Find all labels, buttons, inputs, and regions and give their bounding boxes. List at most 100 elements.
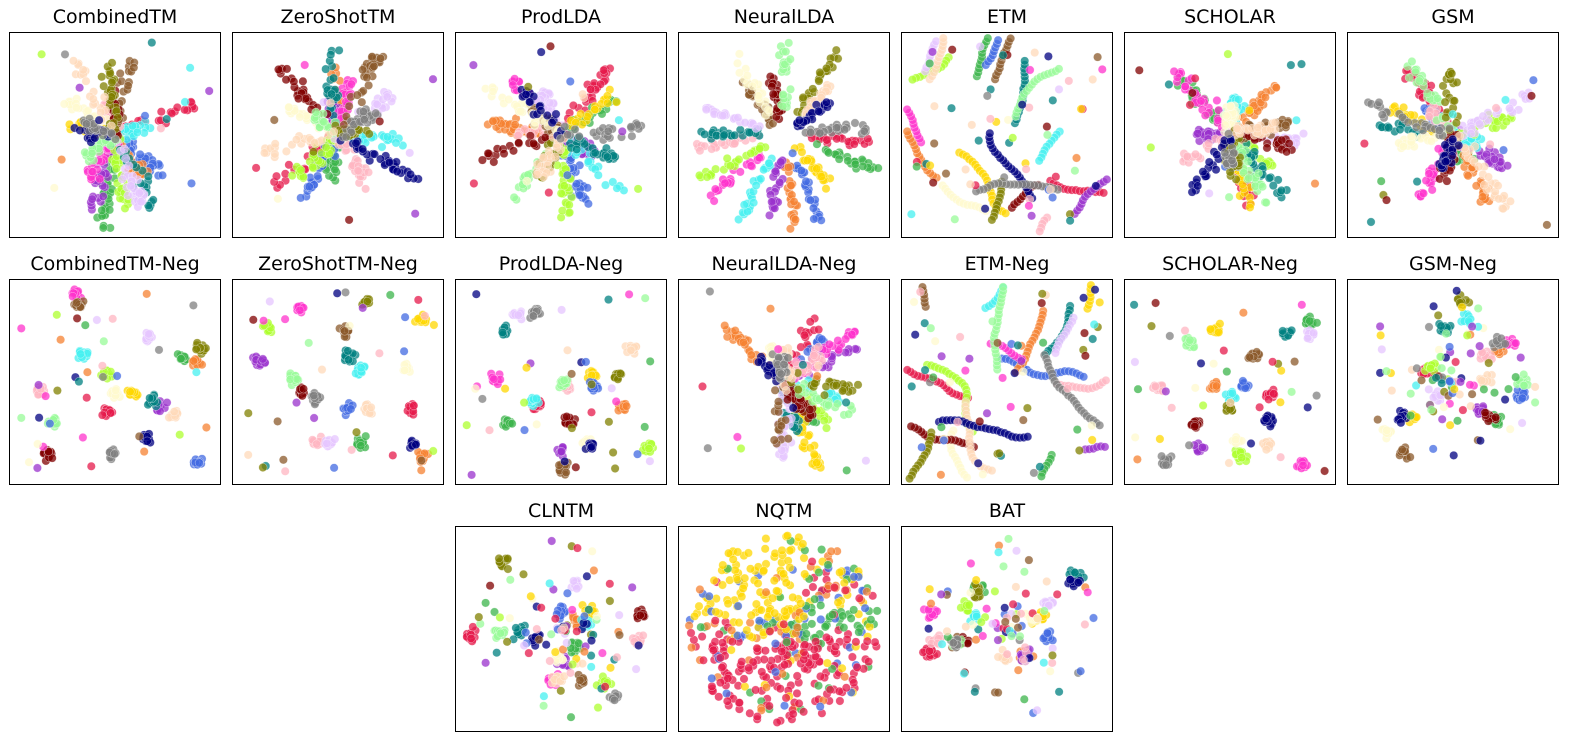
points-group [37,38,214,233]
scatter-point [817,334,827,344]
scatter-point [1003,115,1013,125]
scatter-point [204,86,214,96]
scatter-point [1264,173,1274,183]
scatter-point [751,123,761,133]
scatter-point [1310,179,1320,189]
scatter-point [420,311,430,321]
scatter-point [552,142,562,152]
scatter-point [833,54,843,64]
scatter-point [16,413,26,423]
scatter-point [274,65,283,74]
scatter-point [1423,88,1432,98]
scatter-point [370,149,379,159]
scatter-point [536,106,546,116]
scatter-point [785,224,795,234]
scatter-point [509,192,519,202]
scatter-point [300,60,310,70]
scatter-point [1414,76,1424,86]
scatter-point [356,441,366,451]
scatter-point [322,439,332,448]
scatter-point [1001,208,1011,218]
scatter-point [143,201,153,211]
scatter-point [806,128,816,138]
scatter-point [718,111,728,121]
scatter-point [371,108,381,118]
axes-frame [232,32,444,238]
scatter-point [1254,168,1263,178]
scatter-point [798,93,808,102]
scatter-point [814,325,824,335]
scatter-point [719,130,729,140]
scatter-point [509,146,518,156]
scatter-point [1501,95,1510,105]
plot-area [1124,32,1336,238]
scatter-point [49,183,59,193]
scatter-point [1097,64,1107,74]
scatter-point [1102,175,1112,184]
scatter-point [1099,188,1109,198]
scatter-point [565,208,575,217]
scatter-point [1478,111,1488,121]
scatter-point [329,127,339,137]
scatter-point [1491,103,1501,113]
scatter-point [341,132,351,142]
axes-frame [678,32,890,238]
scatter-point [34,380,44,390]
scatter-point [258,354,268,364]
scatter-point [364,129,374,139]
scatter-point [1025,65,1035,75]
scatter-point [564,200,574,210]
scatter-point [822,63,831,73]
scatter-point [730,130,740,140]
scatter-point [295,112,305,122]
scatter-point [99,336,109,346]
scatter-point [1008,133,1018,143]
points-group [698,287,871,475]
scatter-point [821,184,831,194]
scatter-point [1493,181,1503,191]
scatter-point [280,314,290,324]
scatter-point [295,305,305,315]
scatter-point [993,35,1003,45]
scatter-point [1051,172,1061,182]
scatter-point [725,161,735,171]
scatter-point [75,125,85,135]
scatter-point [364,80,374,90]
scatter-point [332,288,342,298]
scatter-point [321,64,331,74]
scatter-point [411,440,421,450]
scatter-point [543,161,553,170]
scatter-point [980,204,990,214]
scatter-point [144,329,153,339]
scatter-point [802,155,812,165]
scatter-point [1134,65,1144,75]
scatter-point [88,94,98,104]
scatter-point [361,184,371,194]
plot-area [455,279,667,485]
panel-title: ZeroShotTM [280,6,396,28]
scatter-point [78,65,88,75]
scatter-point [357,97,367,107]
scatter-point [532,419,542,429]
scatter-point [1243,157,1253,166]
scatter-point [786,84,795,94]
scatter-point [1193,181,1203,191]
scatter-point [1182,151,1192,161]
scatter-point [730,139,740,149]
scatter-point [734,49,744,59]
scatter-point [561,467,571,477]
scatter-point [187,178,196,188]
points-group [251,45,438,225]
scatter-point [1212,150,1222,160]
scatter-point [812,139,822,149]
scatter-point [749,198,759,208]
scatter-point [99,126,109,136]
scatter-point [1485,139,1495,149]
scatter-point [925,161,935,170]
scatter-point [281,146,291,156]
scatter-point [814,76,824,86]
scatter-point [1196,96,1206,106]
scatter-point [1212,96,1222,105]
scatter-point [906,209,916,219]
scatter-point [1426,136,1436,146]
